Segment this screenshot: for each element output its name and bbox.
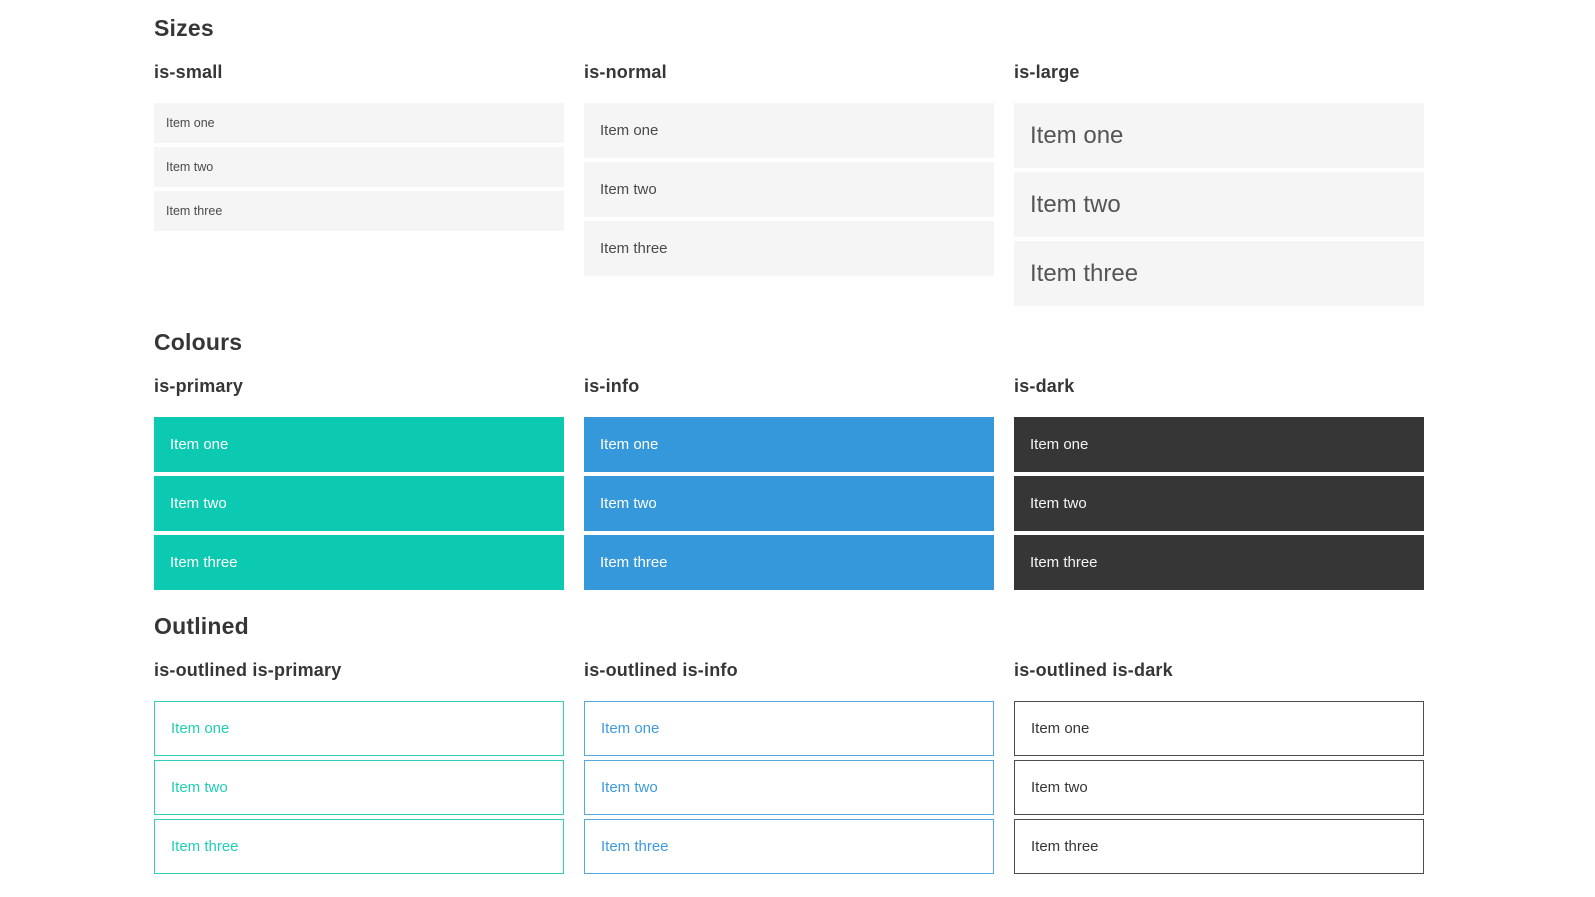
section-outlined: Outlined is-outlined is-primary Item one… [154,612,1424,874]
list-is-small: Item one Item two Item three [154,103,564,231]
list-is-outlined-is-info: Item one Item two Item three [584,701,994,874]
section-title-outlined: Outlined [154,613,249,639]
list-item[interactable]: Item one [584,103,994,158]
list-item[interactable]: Item two [154,476,564,531]
list-is-outlined-is-dark: Item one Item two Item three [1014,701,1424,874]
group-label-is-primary: is-primary [154,376,244,396]
list-item[interactable]: Item three [154,819,564,874]
list-item[interactable]: Item two [584,162,994,217]
section-title-colours: Colours [154,329,243,355]
list-is-outlined-is-primary: Item one Item two Item three [154,701,564,874]
list-item[interactable]: Item one [1014,103,1424,168]
group-is-large: is-large Item one Item two Item three [1014,62,1424,306]
list-item[interactable]: Item three [1014,819,1424,874]
list-item[interactable]: Item two [1014,476,1424,531]
list-item[interactable]: Item three [154,535,564,590]
group-is-dark: is-dark Item one Item two Item three [1014,376,1424,590]
list-item[interactable]: Item three [584,535,994,590]
list-item[interactable]: Item two [1014,760,1424,815]
list-item[interactable]: Item two [584,760,994,815]
list-item[interactable]: Item three [584,221,994,276]
group-is-outlined-is-primary: is-outlined is-primary Item one Item two… [154,660,564,874]
section-colours: Colours is-primary Item one Item two Ite… [154,328,1424,590]
list-item[interactable]: Item three [154,191,564,231]
list-is-info: Item one Item two Item three [584,417,994,590]
list-is-normal: Item one Item two Item three [584,103,994,276]
list-item[interactable]: Item three [1014,535,1424,590]
list-item[interactable]: Item one [584,417,994,472]
group-label-is-normal: is-normal [584,62,667,82]
list-item[interactable]: Item two [1014,172,1424,237]
group-is-primary: is-primary Item one Item two Item three [154,376,564,590]
list-item[interactable]: Item three [1014,241,1424,306]
group-is-outlined-is-info: is-outlined is-info Item one Item two It… [584,660,994,874]
group-label-is-outlined-is-info: is-outlined is-info [584,660,738,680]
list-item[interactable]: Item two [154,760,564,815]
group-is-normal: is-normal Item one Item two Item three [584,62,994,276]
group-label-is-info: is-info [584,376,640,396]
group-label-is-outlined-is-primary: is-outlined is-primary [154,660,342,680]
group-is-small: is-small Item one Item two Item three [154,62,564,231]
group-is-outlined-is-dark: is-outlined is-dark Item one Item two It… [1014,660,1424,874]
list-item[interactable]: Item one [1014,701,1424,756]
outlined-grid: is-outlined is-primary Item one Item two… [154,660,1424,874]
list-item[interactable]: Item one [154,417,564,472]
list-item[interactable]: Item one [584,701,994,756]
section-title-sizes: Sizes [154,15,214,41]
group-label-is-dark: is-dark [1014,376,1075,396]
list-item[interactable]: Item one [154,701,564,756]
group-label-is-small: is-small [154,62,223,82]
colours-grid: is-primary Item one Item two Item three … [154,376,1424,590]
list-item[interactable]: Item one [154,103,564,143]
section-sizes: Sizes is-small Item one Item two Item th… [154,14,1424,306]
list-is-dark: Item one Item two Item three [1014,417,1424,590]
group-label-is-outlined-is-dark: is-outlined is-dark [1014,660,1173,680]
list-item[interactable]: Item two [154,147,564,187]
list-is-large: Item one Item two Item three [1014,103,1424,306]
list-item[interactable]: Item one [1014,417,1424,472]
group-label-is-large: is-large [1014,62,1080,82]
group-is-info: is-info Item one Item two Item three [584,376,994,590]
list-item[interactable]: Item two [584,476,994,531]
sizes-grid: is-small Item one Item two Item three is… [154,62,1424,306]
list-item[interactable]: Item three [584,819,994,874]
list-is-primary: Item one Item two Item three [154,417,564,590]
